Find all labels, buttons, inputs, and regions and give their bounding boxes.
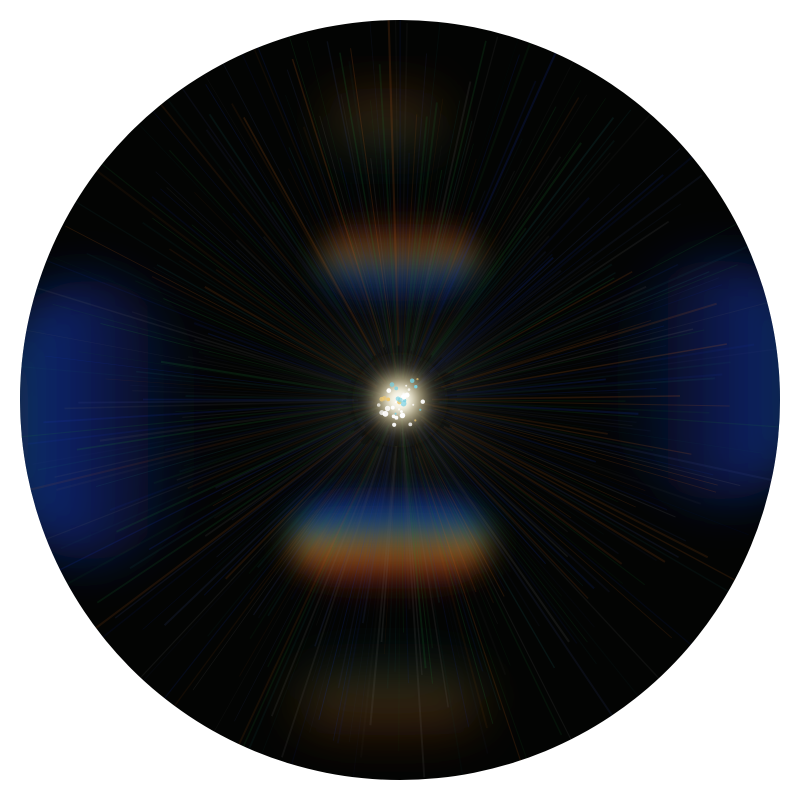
- core-sparkle: [409, 378, 415, 384]
- core-sparkle: [407, 388, 411, 391]
- core-sparkle: [405, 384, 408, 387]
- far-upper-band: [330, 80, 440, 160]
- core-sparkle: [394, 412, 397, 415]
- core-sparkle: [394, 386, 399, 391]
- core-sparkle: [400, 400, 407, 407]
- circular-aperture: [20, 20, 780, 780]
- core-sparkle: [412, 403, 415, 406]
- core-sparkle: [414, 385, 418, 389]
- left-blue-lobe: [20, 280, 200, 560]
- core-sparkles: [376, 378, 425, 427]
- core-sparkle: [392, 422, 397, 427]
- core-sparkle: [397, 408, 401, 411]
- core-sparkle: [400, 394, 407, 400]
- core-sparkle: [416, 378, 419, 381]
- core-sparkle: [399, 410, 403, 414]
- core-sparkle: [382, 410, 389, 417]
- core-sparkle: [408, 422, 413, 427]
- core-sparkle: [389, 382, 395, 387]
- core-sparkle: [386, 388, 392, 394]
- core-sparkle: [376, 403, 381, 407]
- core-sparkle: [391, 414, 396, 419]
- core-sparkle: [419, 408, 422, 412]
- core-sparkle: [379, 396, 385, 402]
- core-sparkle: [397, 397, 403, 403]
- flare-graphic: [20, 20, 780, 780]
- core-sparkle: [386, 397, 391, 402]
- core-sparkle: [384, 405, 391, 412]
- core-sparkle: [394, 401, 397, 404]
- core-sparkle: [414, 419, 417, 422]
- core-sparkle: [390, 405, 395, 410]
- core-sparkle: [402, 392, 406, 396]
- core-sparkle: [399, 412, 406, 419]
- right-blue-lobe: [610, 260, 780, 500]
- far-lower-band: [300, 655, 480, 745]
- core-sparkle: [420, 399, 425, 404]
